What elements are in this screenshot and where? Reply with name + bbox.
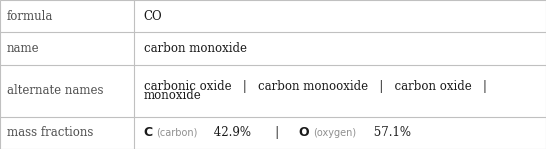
Text: alternate names: alternate names <box>7 84 103 97</box>
Text: O: O <box>299 126 309 139</box>
Text: CO: CO <box>144 10 162 23</box>
Text: C: C <box>144 126 153 139</box>
Text: mass fractions: mass fractions <box>7 126 93 139</box>
Text: (carbon): (carbon) <box>156 128 197 138</box>
Text: monoxide: monoxide <box>144 89 201 102</box>
Text: carbon monoxide: carbon monoxide <box>144 42 247 55</box>
Text: 42.9%: 42.9% <box>210 126 251 139</box>
Text: 57.1%: 57.1% <box>370 126 411 139</box>
Text: name: name <box>7 42 39 55</box>
Text: |: | <box>264 126 291 139</box>
Text: (oxygen): (oxygen) <box>313 128 356 138</box>
Text: formula: formula <box>7 10 53 23</box>
Text: carbonic oxide   |   carbon monooxide   |   carbon oxide   |: carbonic oxide | carbon monooxide | carb… <box>144 80 486 93</box>
